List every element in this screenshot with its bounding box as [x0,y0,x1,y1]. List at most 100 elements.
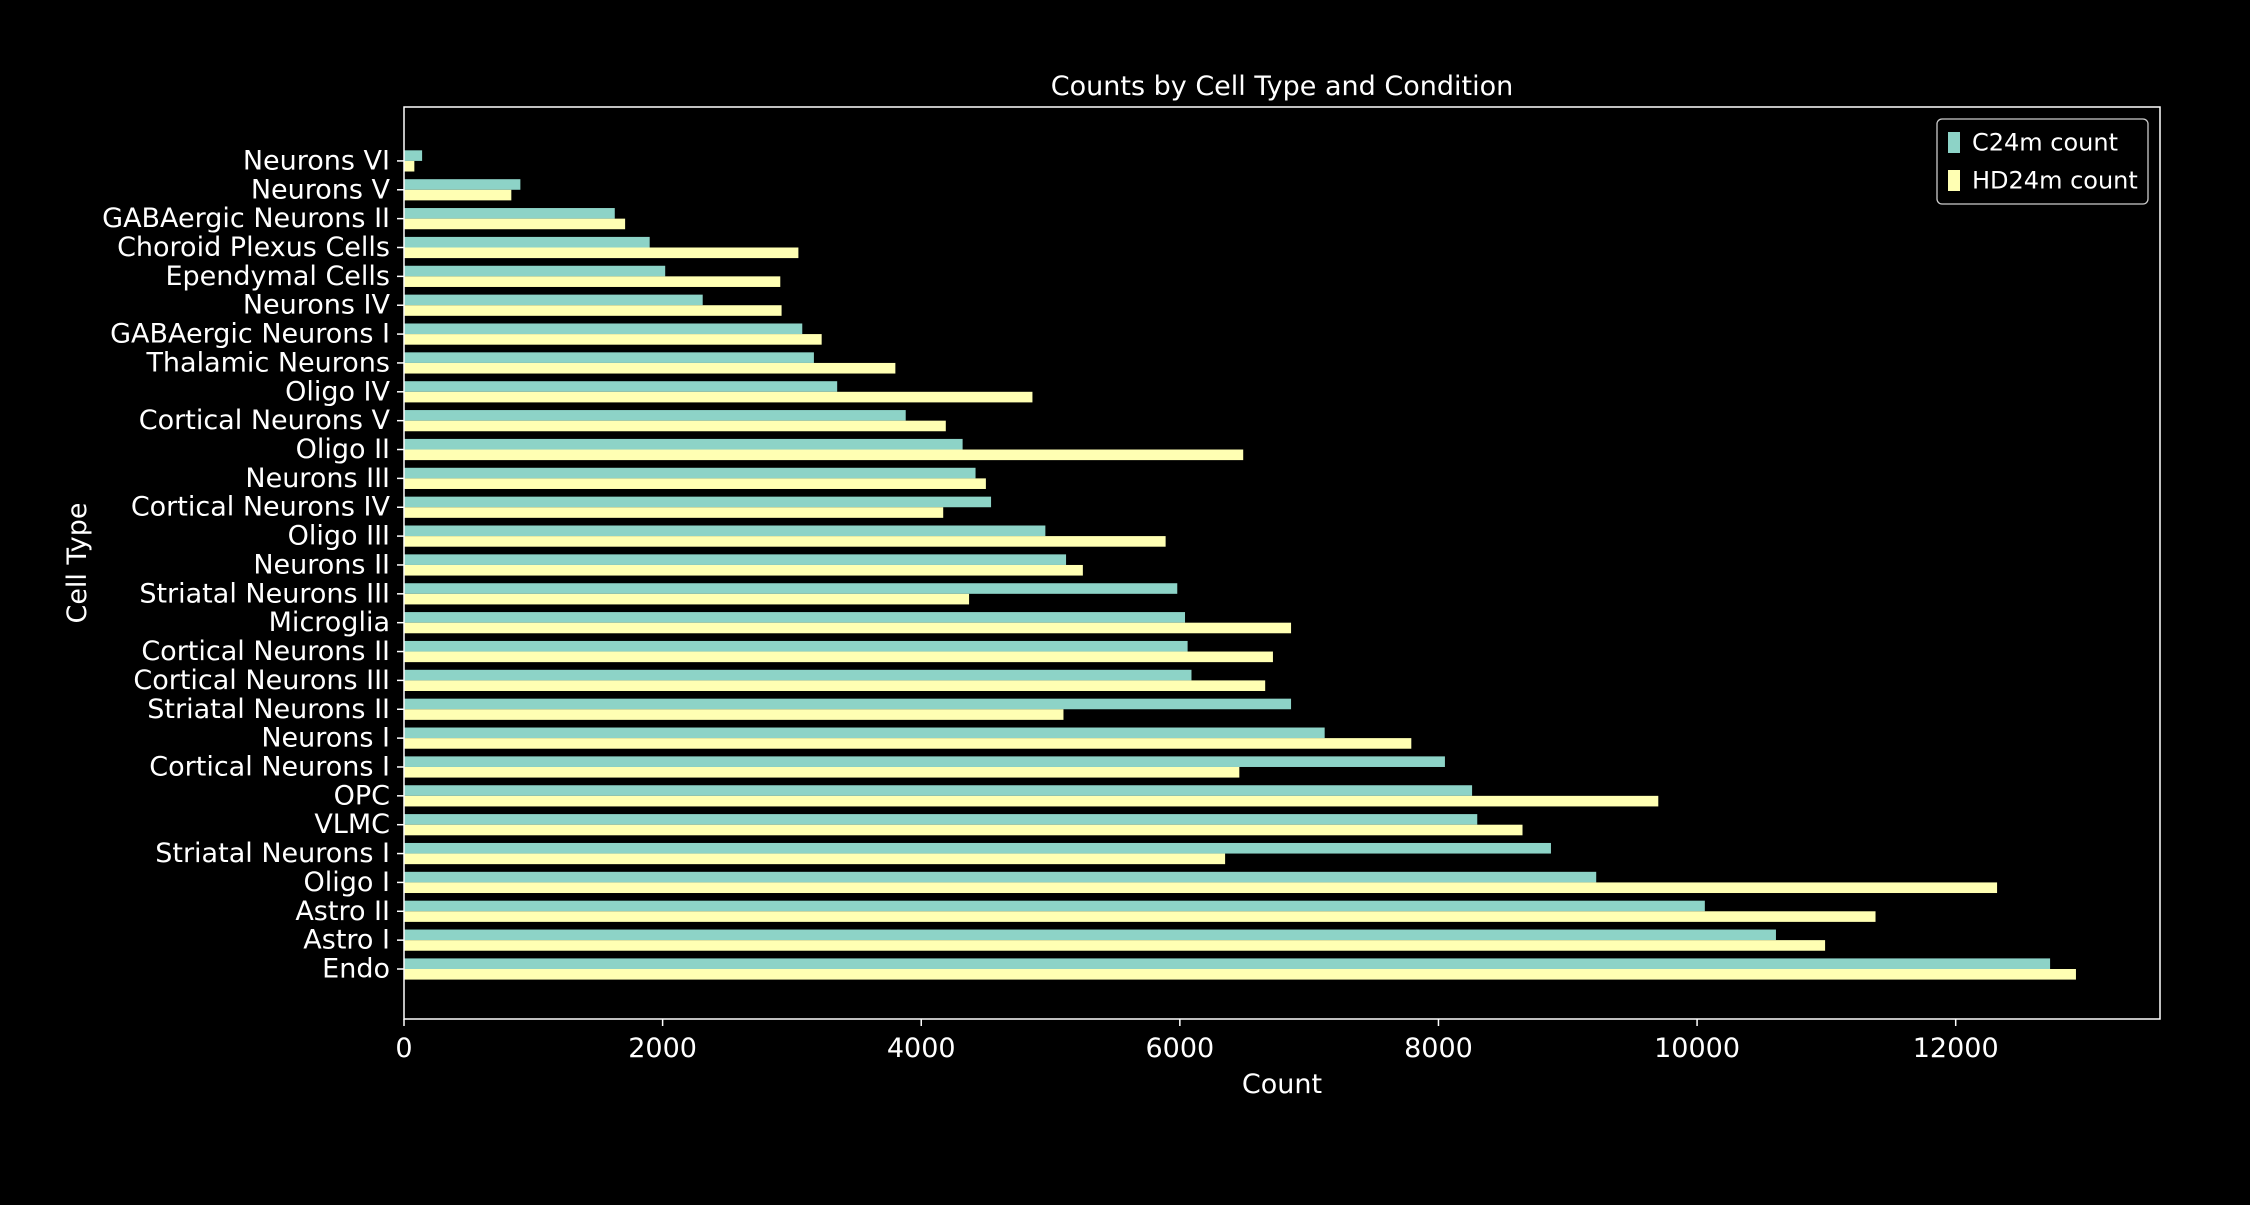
legend-frame [1936,118,2149,205]
bar-hd24m [404,911,1876,922]
y-tick-label: Endo [322,954,390,985]
plot-area [404,150,2076,980]
bar-hd24m [404,766,1240,778]
y-tick-label: Striatal Neurons I [155,838,390,869]
x-axis-label: Count [1242,1069,1322,1100]
bar-c24m [404,236,650,248]
y-tick-label: Oligo II [296,434,390,465]
bar-hd24m [404,969,2076,980]
x-tick-label: 0 [395,1033,412,1064]
bar-hd24m [404,160,415,172]
bar-c24m [404,929,1776,941]
y-tick-label: Astro I [303,925,390,956]
y-tick-label: Neurons III [245,463,390,494]
bar-c24m [404,496,992,508]
bar-c24m [404,179,521,190]
y-tick-label: Oligo IV [285,376,390,407]
bar-c24m [404,265,666,277]
bar-c24m [404,756,1445,767]
y-tick-label: Cortical Neurons II [141,636,390,667]
y-tick-label: Astro II [295,896,390,927]
x-tick-label: 10000 [1654,1033,1740,1064]
legend-swatch-c24m [1948,132,1960,153]
y-tick-label: GABAergic Neurons I [110,319,390,350]
bar-hd24m [404,362,896,374]
y-tick-label: Striatal Neurons II [147,694,390,725]
y-tick-label: Microglia [269,607,390,638]
y-tick-label: VLMC [314,809,390,840]
y-tick-label: Oligo I [304,867,390,898]
bar-hd24m [404,680,1266,691]
bar-c24m [404,438,963,450]
y-tick-label: Cortical Neurons III [133,665,390,696]
y-axis-label: Cell Type [62,502,93,623]
bar-c24m [404,554,1067,565]
bar-c24m [404,669,1192,681]
bar-c24m [404,323,803,335]
bar-c24m [404,208,615,219]
bar-c24m [404,814,1478,825]
y-tick-label: Ependymal Cells [165,261,390,292]
y-tick-label: Choroid Plexus Cells [117,232,390,263]
bar-c24m [404,871,1597,883]
y-tick-label: Neurons VI [243,145,390,176]
bar-hd24m [404,853,1226,865]
bar-c24m [404,525,1046,537]
bar-c24m [404,698,1292,710]
bar-hd24m [404,189,512,201]
bar-hd24m [404,940,1826,951]
y-tick-label: Neurons II [253,549,390,580]
y-tick-label: Neurons V [251,174,391,205]
bar-hd24m [404,651,1273,663]
bar-c24m [404,294,703,306]
axes-frame [403,106,2161,1020]
bar-hd24m [404,449,1244,461]
bar-hd24m [404,564,1083,576]
bar-c24m [404,352,814,363]
bar-hd24m [404,738,1412,749]
bar-c24m [404,900,1705,912]
y-tick-label: Thalamic Neurons [145,347,390,378]
bar-hd24m [404,593,970,605]
x-tick-label: 6000 [1145,1033,1214,1064]
bar-hd24m [404,334,822,345]
legend-swatch-hd24m [1948,170,1960,191]
legend-label-c24m: C24m count [1972,129,2118,157]
y-tick-label: OPC [334,780,390,811]
bar-c24m [404,842,1551,854]
bar-c24m [404,727,1325,739]
bar-hd24m [404,247,799,259]
bar-c24m [404,150,423,161]
x-axis: 0 2000 4000 6000 8000 10000 12000 [395,1019,1999,1064]
bar-c24m [404,583,1178,594]
legend: C24m count HD24m count [1936,118,2149,205]
bar-hd24m [404,305,782,316]
bar-hd24m [404,276,781,287]
bar-c24m [404,381,838,392]
bar-hd24m [404,536,1166,547]
legend-label-hd24m: HD24m count [1972,167,2138,195]
bar-c24m [404,612,1186,623]
chart-title: Counts by Cell Type and Condition [1051,71,1513,102]
bar-c24m [404,958,2051,969]
y-tick-label: GABAergic Neurons II [102,203,390,234]
y-tick-label: Neurons I [261,723,390,754]
bar-hd24m [404,507,944,518]
y-tick-label: Cortical Neurons IV [131,492,391,523]
bar-c24m [404,785,1473,796]
bar-hd24m [404,882,1998,894]
bar-hd24m [404,218,626,230]
y-tick-label: Neurons IV [243,290,391,321]
y-tick-label: Cortical Neurons V [139,405,391,436]
bar-hd24m [404,622,1292,634]
x-tick-label: 12000 [1913,1033,1999,1064]
bar-hd24m [404,824,1523,836]
y-tick-label: Cortical Neurons I [149,751,390,782]
bar-hd24m [404,391,1033,403]
bar-c24m [404,640,1188,652]
y-tick-label: Striatal Neurons III [139,578,390,609]
